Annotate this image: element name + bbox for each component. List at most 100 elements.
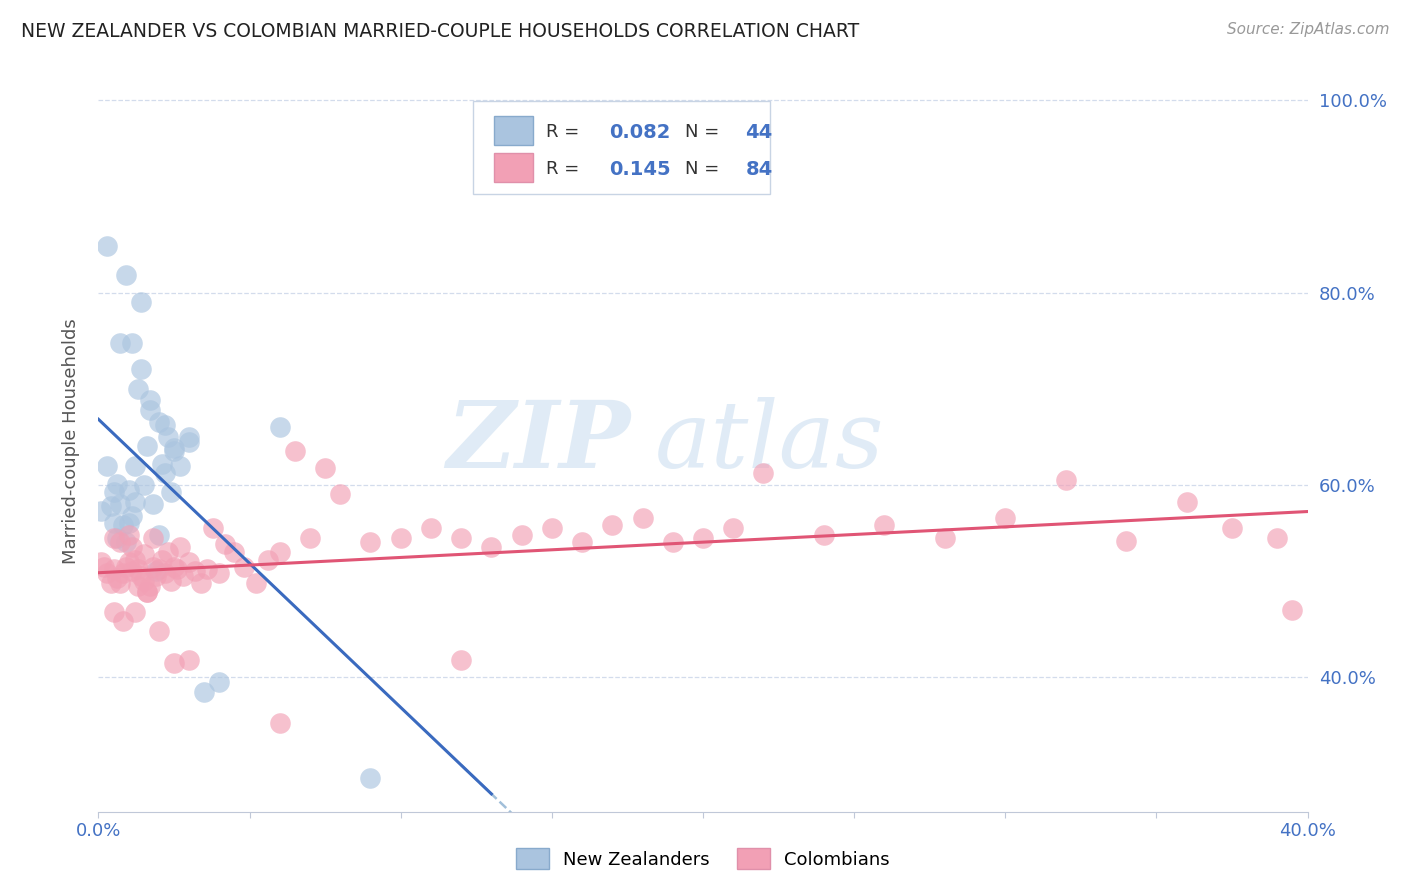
Point	[90, 504, 112, 518]
Point	[118, 483, 141, 497]
Point	[148, 415, 170, 429]
Point	[96, 239, 118, 253]
Point	[540, 521, 562, 535]
Point	[163, 442, 186, 456]
Point	[118, 516, 141, 531]
Point	[156, 430, 179, 444]
Point	[1054, 473, 1077, 487]
Point	[1267, 531, 1289, 545]
Point	[389, 531, 412, 545]
Point	[93, 559, 115, 574]
Point	[124, 553, 146, 567]
Point	[813, 528, 835, 542]
Point	[142, 559, 165, 574]
Point	[172, 569, 194, 583]
FancyBboxPatch shape	[494, 116, 533, 145]
Point	[127, 382, 149, 396]
Point	[163, 559, 186, 574]
Point	[124, 605, 146, 619]
Point	[129, 569, 152, 583]
Point	[132, 547, 155, 561]
Point	[208, 566, 231, 581]
Point	[179, 555, 201, 569]
Point	[160, 485, 183, 500]
Point	[179, 653, 201, 667]
Point	[1281, 603, 1303, 617]
Text: atlas: atlas	[655, 397, 884, 486]
Point	[360, 771, 382, 785]
Point	[121, 335, 143, 350]
Point	[135, 585, 157, 599]
Point	[111, 615, 134, 629]
Point	[934, 531, 956, 545]
FancyBboxPatch shape	[474, 101, 769, 194]
Point	[103, 562, 125, 576]
Point	[1175, 495, 1198, 509]
Point	[118, 555, 141, 569]
Point	[132, 574, 155, 588]
Point	[723, 521, 745, 535]
Point	[163, 444, 186, 458]
Point	[752, 467, 775, 481]
Point	[1220, 521, 1243, 535]
Point	[100, 499, 122, 513]
Text: Source: ZipAtlas.com: Source: ZipAtlas.com	[1226, 22, 1389, 37]
Point	[114, 268, 136, 283]
Point	[360, 535, 382, 549]
Point	[108, 575, 131, 590]
Point	[299, 531, 322, 545]
Point	[195, 562, 218, 576]
Point	[450, 531, 472, 545]
Point	[631, 511, 654, 525]
Point	[148, 528, 170, 542]
Point	[103, 485, 125, 500]
Point	[156, 545, 179, 559]
Point	[111, 566, 134, 581]
Point	[139, 402, 162, 417]
Text: ZIP: ZIP	[446, 397, 630, 486]
Point	[145, 565, 167, 579]
Point	[148, 562, 170, 576]
Point	[142, 531, 165, 545]
Point	[1115, 533, 1137, 548]
Point	[571, 535, 593, 549]
Point	[166, 562, 188, 576]
Point	[329, 487, 352, 501]
Point	[139, 579, 162, 593]
Point	[245, 575, 267, 590]
Point	[193, 684, 215, 698]
Point	[103, 605, 125, 619]
Text: R =: R =	[546, 123, 591, 141]
Text: 44: 44	[745, 122, 772, 142]
Point	[153, 467, 176, 481]
Point	[481, 541, 503, 555]
Point	[284, 444, 307, 458]
Point	[129, 362, 152, 376]
Point	[661, 535, 683, 549]
Point	[111, 518, 134, 533]
Legend: New Zealanders, Colombians: New Zealanders, Colombians	[516, 848, 890, 870]
Point	[108, 335, 131, 350]
Text: R =: R =	[546, 160, 591, 178]
Point	[208, 674, 231, 689]
Text: 0.145: 0.145	[609, 160, 671, 178]
Point	[121, 508, 143, 523]
Point	[256, 553, 278, 567]
Point	[314, 460, 336, 475]
Point	[139, 393, 162, 408]
Point	[127, 579, 149, 593]
Point	[269, 420, 291, 434]
Y-axis label: Married-couple Households: Married-couple Households	[62, 318, 80, 565]
Point	[114, 535, 136, 549]
Point	[142, 497, 165, 511]
Point	[124, 458, 146, 473]
Point	[148, 624, 170, 638]
Point	[202, 521, 225, 535]
Point	[105, 476, 128, 491]
Point	[153, 566, 176, 581]
Point	[510, 528, 533, 542]
Point	[124, 495, 146, 509]
Point	[873, 518, 896, 533]
Point	[179, 434, 201, 449]
Point	[420, 521, 443, 535]
